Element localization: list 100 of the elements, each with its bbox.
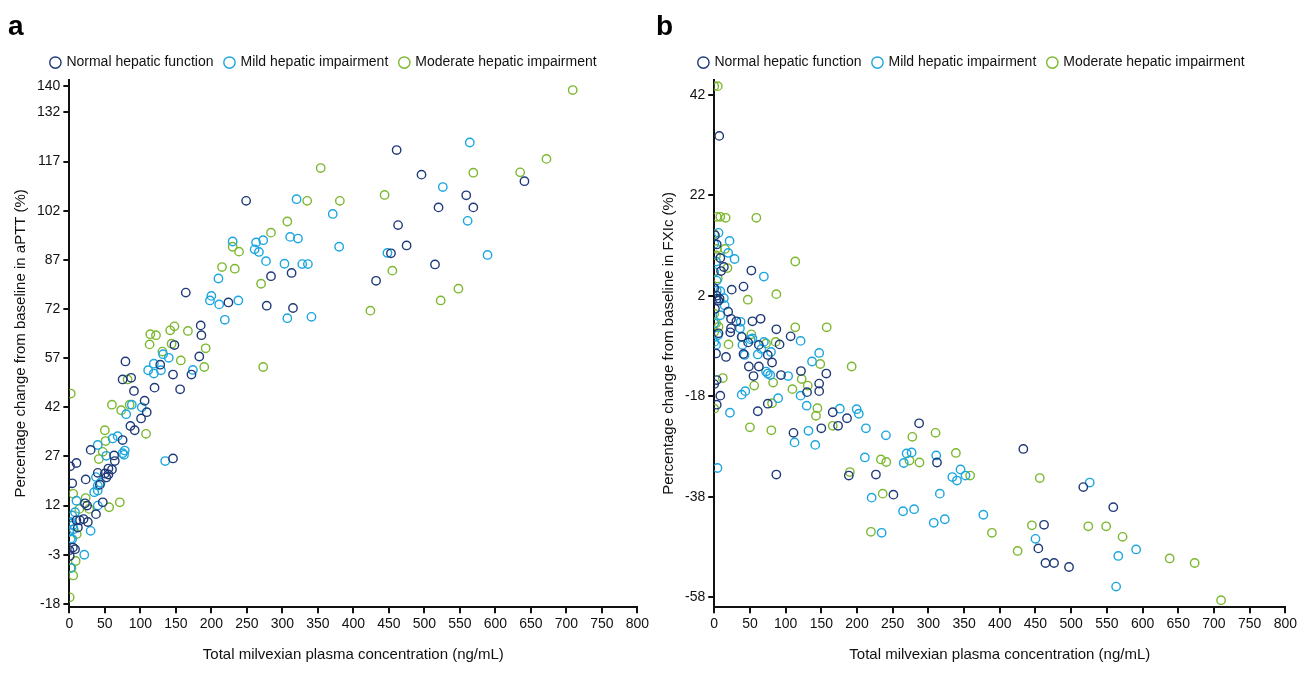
point [116, 405, 127, 416]
point [266, 227, 276, 238]
point [567, 85, 578, 95]
x-tick-label: 300 [270, 615, 295, 632]
x-tick-label: 200 [845, 615, 869, 632]
legend-label: Mild hepatic impairment [888, 53, 1037, 70]
point [99, 425, 110, 436]
y-tick-label: 87 [44, 250, 61, 267]
y-tick-label: -18 [685, 387, 706, 404]
point [114, 497, 125, 508]
x-tick-label: 350 [952, 615, 976, 632]
y-tick-label: 72 [44, 299, 61, 316]
point [435, 295, 446, 306]
x-tick-label: 800 [1273, 615, 1298, 632]
y-tick-label: -18 [40, 594, 61, 611]
point [107, 399, 117, 410]
point [515, 167, 526, 178]
point [315, 163, 326, 173]
x-axis-title: Total milvexian plasma concentration (ng/mL) [202, 645, 504, 663]
legend-label: Normal hepatic function [66, 53, 214, 70]
x-tick-label: 450 [1023, 615, 1048, 632]
point [122, 374, 133, 385]
x-tick-label: 700 [1202, 615, 1226, 632]
point [183, 326, 193, 336]
x-tick-label: 750 [1237, 615, 1262, 632]
x-tick-label: 100 [128, 615, 153, 632]
point [387, 265, 398, 276]
point [74, 503, 85, 514]
x-tick-label: 600 [1130, 615, 1155, 632]
x-tick-label: 550 [1095, 615, 1119, 632]
y-tick-label: 132 [37, 103, 61, 120]
point [100, 436, 111, 446]
y-tick-label: -3 [47, 545, 61, 562]
point [302, 195, 313, 206]
point [217, 262, 227, 272]
point [199, 362, 210, 372]
point [256, 278, 266, 289]
x-tick-label: 50 [97, 615, 113, 632]
point [97, 446, 108, 457]
point [282, 216, 293, 227]
y-tick-label: 117 [38, 152, 61, 169]
x-tick-label: 100 [773, 615, 798, 632]
point [141, 428, 151, 439]
y-tick-label: -58 [685, 588, 706, 605]
x-tick-label: 0 [65, 615, 74, 632]
y-tick-label: 22 [689, 186, 706, 203]
point [169, 321, 180, 332]
legend-label: Moderate hepatic impairment [1063, 53, 1245, 70]
point [93, 454, 104, 464]
x-tick-label: 600 [483, 615, 508, 632]
point [80, 493, 91, 503]
x-tick-label: 800 [625, 615, 650, 632]
y-tick-label: 42 [689, 85, 706, 102]
x-tick-label: 50 [742, 615, 758, 632]
x-tick-label: 150 [809, 615, 834, 632]
y-tick-label: 57 [44, 349, 61, 366]
chart-title: b [656, 9, 674, 41]
x-tick-label: 400 [988, 615, 1012, 632]
y-axis-title: Percentage change from baseline in FXIc (%) [659, 192, 677, 495]
x-tick-label: 500 [412, 615, 437, 632]
point [379, 190, 390, 200]
point [541, 154, 552, 164]
y-tick-label: -38 [685, 487, 706, 504]
x-tick-label: 400 [341, 615, 366, 632]
point [453, 283, 464, 294]
point [145, 329, 156, 340]
point [234, 246, 244, 257]
y-tick-label: 27 [44, 447, 61, 464]
y-tick-label: 140 [37, 77, 61, 94]
x-tick-label: 500 [1059, 615, 1084, 632]
point [365, 305, 376, 316]
point [175, 355, 186, 366]
y-axis-title: Percentage change from baseline in aPTT (%) [11, 189, 29, 498]
x-tick-label: 550 [448, 615, 472, 632]
x-tick-label: 150 [164, 615, 188, 632]
y-tick-label: 102 [37, 201, 61, 218]
x-tick-label: 700 [554, 615, 579, 632]
x-tick-label: 250 [235, 615, 259, 632]
point [71, 529, 82, 540]
x-tick-label: 250 [881, 615, 905, 632]
point [200, 343, 211, 354]
y-tick-label: 2 [697, 286, 706, 303]
x-tick-label: 650 [519, 615, 543, 632]
x-axis-title: Total milvexian plasma concentration (ng/mL) [849, 645, 1151, 663]
chart-title: a [8, 9, 24, 41]
point [258, 362, 269, 372]
point [334, 195, 345, 206]
point [69, 488, 79, 499]
y-tick-label: 42 [44, 398, 61, 415]
y-tick-label: 12 [44, 496, 61, 513]
point [144, 339, 155, 350]
x-tick-label: 450 [377, 615, 401, 632]
legend-label: Mild hepatic impairment [240, 53, 389, 70]
point [165, 325, 176, 336]
point [151, 330, 161, 341]
legend-label: Normal hepatic function [714, 53, 862, 70]
x-tick-label: 650 [1166, 615, 1191, 632]
x-tick-label: 0 [710, 615, 719, 632]
point [70, 556, 81, 566]
point [468, 167, 479, 178]
